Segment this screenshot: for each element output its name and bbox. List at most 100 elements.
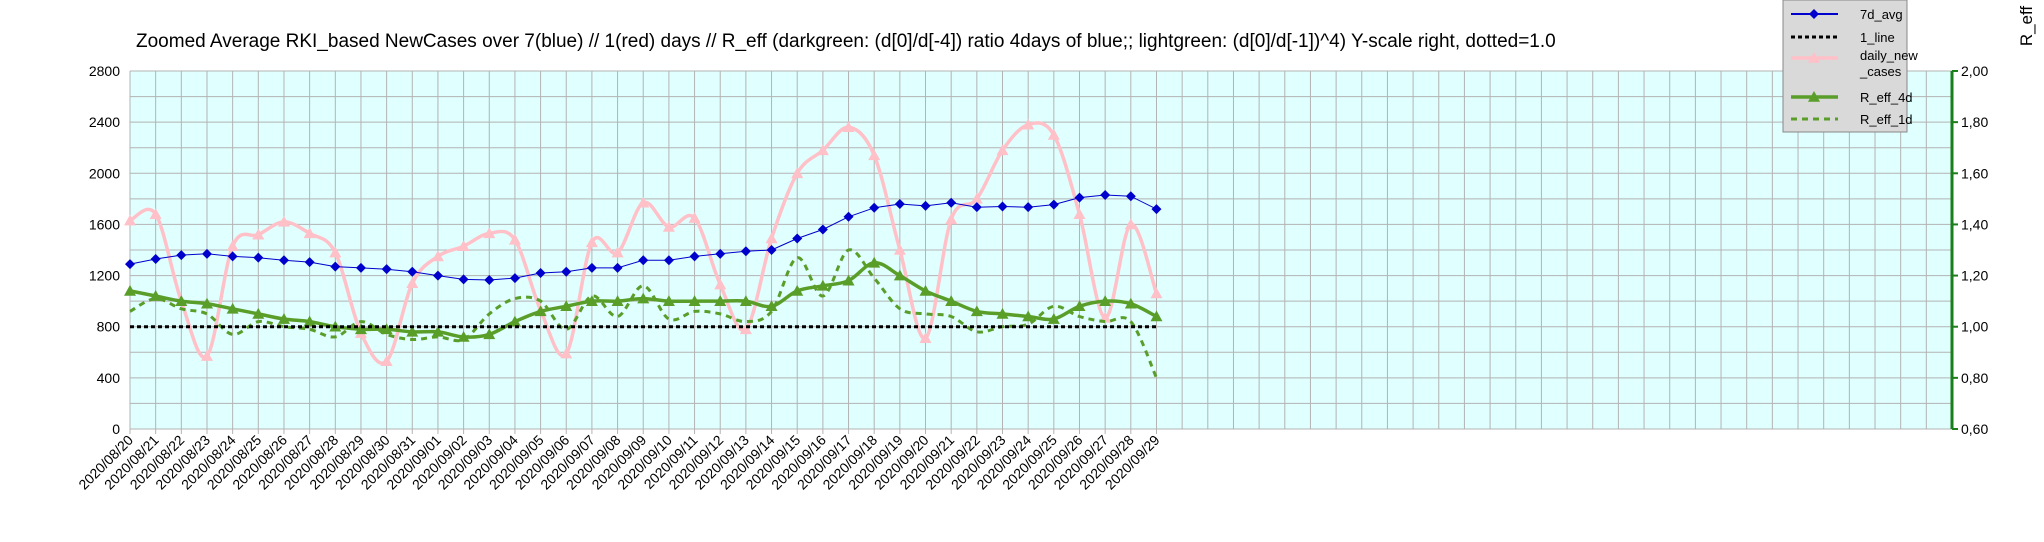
y-right-tick-label: 1,40 (1961, 216, 1988, 232)
data-point-r-eff-4d (226, 302, 239, 314)
y-right-tick-label: 1,80 (1961, 114, 1988, 130)
data-point-7d-avg (535, 268, 546, 279)
data-point-7d-avg (946, 197, 957, 208)
series-7d-avg (125, 190, 1162, 286)
data-point-r-eff-4d (406, 325, 419, 337)
data-point-7d-avg (1048, 199, 1059, 210)
data-point-7d-avg (766, 245, 777, 255)
data-point-r-eff-4d (816, 279, 829, 291)
legend-marker-daily-new-cases (1808, 52, 1820, 63)
data-point-7d-avg (509, 273, 520, 284)
data-point-daily-new-cases (970, 192, 983, 204)
data-point-daily-new-cases (200, 350, 213, 361)
data-point-7d-avg (869, 202, 880, 213)
data-point-daily-new-cases (637, 196, 650, 208)
data-point-r-eff-4d (534, 305, 547, 317)
data-point-7d-avg (792, 233, 803, 244)
legend-marker-r-eff-4d (1808, 91, 1820, 102)
data-point-r-eff-4d (277, 313, 290, 324)
data-point-7d-avg (1125, 191, 1136, 202)
data-point-daily-new-cases (1073, 208, 1086, 219)
data-point-7d-avg (689, 251, 700, 262)
data-point-daily-new-cases (329, 246, 342, 258)
data-point-daily-new-cases (662, 220, 675, 232)
data-point-daily-new-cases (893, 244, 906, 255)
y-right-tick-label: 0,60 (1961, 421, 1988, 437)
data-point-r-eff-4d (791, 284, 804, 296)
legend-label-daily-new-cases: daily_new _cases (1859, 48, 1918, 79)
legend-label-1-line: 1_line (1860, 30, 1895, 45)
data-point-7d-avg (381, 264, 392, 275)
data-point-daily-new-cases (124, 214, 136, 226)
data-point-r-eff-4d (893, 269, 906, 281)
data-point-r-eff-4d (1022, 310, 1035, 322)
data-point-r-eff-4d (842, 274, 855, 286)
data-point-r-eff-4d (1099, 295, 1112, 306)
data-point-daily-new-cases (303, 227, 316, 239)
data-point-r-eff-4d (508, 315, 521, 327)
data-point-r-eff-4d (611, 295, 624, 306)
data-point-daily-new-cases (1047, 128, 1060, 140)
data-point-r-eff-4d (380, 323, 393, 335)
legend-label-line: daily_new (1860, 48, 1918, 63)
y-right-tick-label: 1,20 (1961, 268, 1988, 284)
data-point-daily-new-cases (277, 215, 290, 227)
data-point-daily-new-cases (1022, 118, 1035, 130)
y-left-tick-label: 2800 (89, 63, 120, 79)
data-point-r-eff-4d (1124, 297, 1137, 309)
data-point-daily-new-cases (252, 228, 265, 240)
data-point-daily-new-cases (816, 144, 829, 156)
data-point-daily-new-cases (919, 332, 932, 344)
data-point-7d-avg (484, 275, 495, 286)
data-point-r-eff-4d (149, 290, 162, 301)
data-point-r-eff-4d (1150, 310, 1163, 322)
data-point-daily-new-cases (996, 144, 1009, 156)
data-point-daily-new-cases (945, 213, 958, 225)
data-point-r-eff-4d (868, 256, 881, 268)
data-point-daily-new-cases (688, 212, 701, 223)
data-point-daily-new-cases (508, 233, 521, 245)
y-left-tick-label: 400 (97, 370, 121, 386)
data-point-daily-new-cases (226, 240, 239, 251)
data-point-r-eff-4d (1073, 300, 1086, 312)
data-point-r-eff-4d (483, 328, 496, 340)
y-right-tick-label: 1,00 (1961, 319, 1988, 335)
data-point-r-eff-4d (945, 295, 958, 306)
data-point-7d-avg (407, 266, 418, 277)
data-point-r-eff-4d (996, 307, 1009, 319)
data-point-r-eff-4d (303, 315, 316, 327)
data-point-daily-new-cases (483, 227, 496, 239)
data-point-daily-new-cases (714, 278, 727, 290)
data-point-7d-avg (1074, 192, 1085, 203)
legend-label-7d-avg: 7d_avg (1860, 7, 1903, 22)
data-point-daily-new-cases (560, 347, 573, 359)
data-point-7d-avg (1151, 204, 1162, 215)
legend-label-line: _cases (1859, 64, 1902, 79)
data-point-7d-avg (253, 252, 264, 263)
data-point-r-eff-4d (1047, 313, 1060, 324)
data-point-daily-new-cases (1124, 218, 1137, 230)
data-point-daily-new-cases (406, 277, 419, 289)
data-point-7d-avg (458, 274, 469, 285)
data-point-7d-avg (663, 255, 674, 266)
data-point-7d-avg (920, 200, 931, 211)
data-point-r-eff-4d (431, 325, 444, 337)
series-line-daily-new-cases (129, 121, 1159, 365)
data-point-daily-new-cases (457, 240, 470, 251)
legend-label-r-eff-4d: R_eff_4d (1860, 90, 1913, 105)
legend: 7d_avg 1_line daily_new _cases R_eff_4d R_eff… (1782, 0, 1918, 133)
data-point-daily-new-cases (431, 250, 444, 262)
data-point-7d-avg (715, 248, 726, 259)
y-right-tick-label: 0,80 (1961, 370, 1988, 386)
data-point-daily-new-cases (380, 355, 393, 367)
data-point-7d-avg (304, 257, 315, 268)
data-point-daily-new-cases (791, 167, 804, 179)
data-point-daily-new-cases (868, 149, 881, 161)
right-axis-label: R_eff (2017, 6, 2036, 47)
data-point-r-eff-4d (765, 300, 778, 312)
data-point-daily-new-cases (842, 121, 855, 133)
data-point-7d-avg (125, 259, 135, 270)
chart-title: Zoomed Average RKI_based NewCases over 7… (136, 31, 1556, 52)
